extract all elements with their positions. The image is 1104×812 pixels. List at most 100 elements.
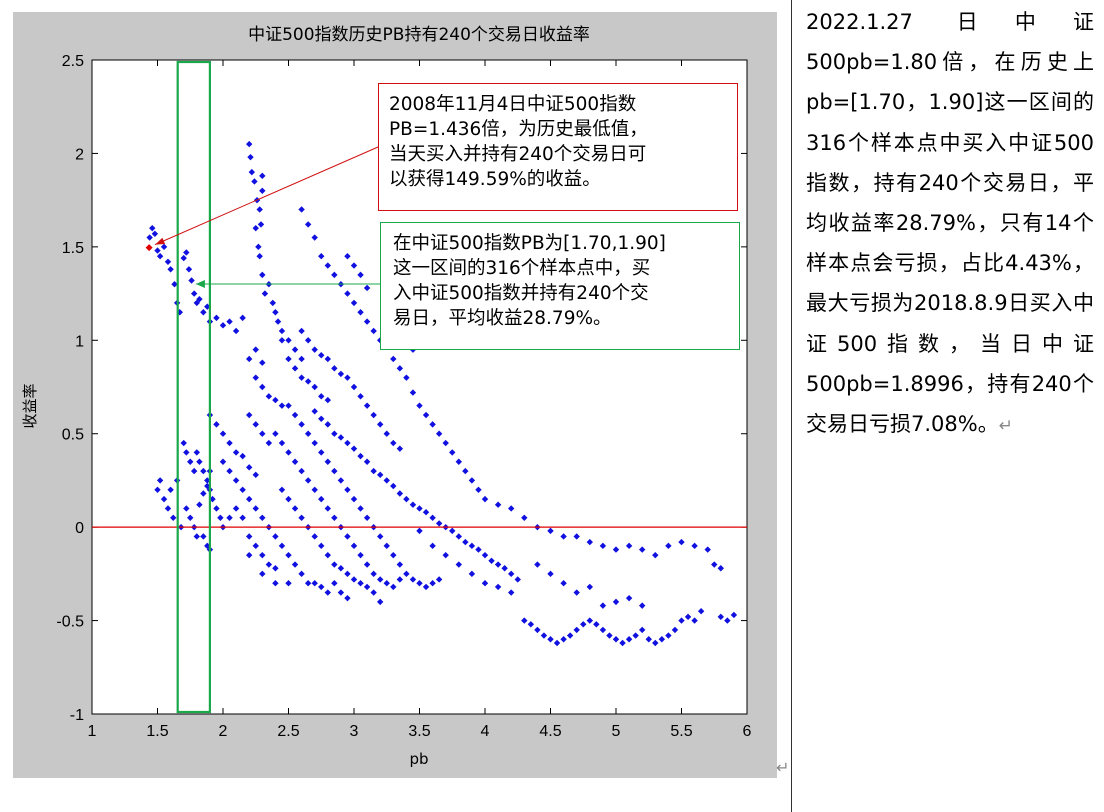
data-point	[324, 458, 331, 465]
data-point	[311, 439, 318, 447]
data-point	[187, 514, 194, 521]
data-point	[304, 378, 312, 385]
data-point	[665, 632, 672, 639]
data-point	[304, 580, 312, 587]
data-point	[259, 172, 266, 180]
data-point	[247, 153, 254, 161]
data-point	[717, 613, 724, 621]
data-point	[429, 542, 436, 550]
data-point	[291, 365, 299, 372]
data-point	[344, 374, 351, 381]
data-point	[246, 464, 253, 471]
data-point	[665, 542, 672, 550]
data-point	[311, 533, 318, 540]
data-point	[390, 355, 397, 363]
data-point	[337, 434, 345, 441]
data-point	[311, 408, 318, 415]
x-tick-label: 1	[88, 723, 97, 740]
data-point	[160, 243, 168, 251]
data-point	[350, 495, 358, 503]
data-point	[350, 262, 358, 269]
data-point	[481, 551, 489, 559]
data-point	[573, 533, 580, 540]
data-point	[311, 580, 318, 587]
data-point	[416, 505, 423, 512]
data-point	[370, 589, 377, 596]
data-point	[213, 314, 220, 322]
data-point	[265, 393, 273, 400]
data-point	[278, 337, 286, 344]
data-point	[219, 430, 227, 437]
data-point	[304, 477, 312, 484]
data-point	[272, 396, 279, 404]
data-point	[377, 421, 384, 428]
data-point	[652, 551, 659, 559]
data-point	[246, 551, 253, 559]
data-point	[259, 383, 266, 391]
data-point	[377, 471, 384, 479]
data-point	[252, 224, 259, 232]
data-point	[200, 309, 207, 316]
data-point	[455, 533, 462, 540]
data-point	[416, 527, 423, 535]
data-point	[252, 421, 259, 428]
data-point	[403, 495, 410, 503]
data-point	[213, 421, 220, 428]
data-point	[619, 639, 626, 647]
data-point	[226, 467, 233, 475]
data-point	[363, 561, 371, 568]
data-point	[272, 430, 279, 437]
data-point	[188, 277, 195, 284]
data-point	[259, 430, 266, 437]
data-point	[337, 477, 345, 484]
data-point	[363, 402, 371, 409]
data-point	[645, 636, 652, 643]
data-point	[547, 636, 554, 643]
data-point	[606, 632, 613, 639]
data-point	[318, 393, 325, 400]
data-point	[704, 546, 711, 553]
data-point	[442, 551, 449, 559]
data-point	[612, 546, 620, 553]
data-point	[251, 178, 258, 185]
data-point	[625, 594, 633, 602]
data-point	[534, 561, 541, 568]
data-point	[370, 411, 377, 419]
data-point	[449, 449, 456, 456]
data-point	[409, 501, 417, 508]
data-point	[717, 565, 724, 572]
data-point	[252, 542, 259, 550]
data-point	[377, 533, 384, 540]
data-point	[265, 439, 273, 447]
data-point	[409, 576, 417, 583]
data-point	[318, 495, 325, 503]
annotation-pb-range: 在中证500指数PB为[1.70,1.90] 这一区间的316个样本点中，买 入…	[380, 222, 740, 350]
data-point	[324, 589, 331, 596]
data-point	[154, 486, 161, 493]
data-point	[285, 551, 292, 559]
data-point	[357, 393, 364, 400]
data-point	[298, 355, 305, 363]
data-point	[164, 505, 172, 512]
data-point	[331, 365, 338, 372]
data-point	[193, 449, 200, 456]
data-point	[553, 639, 561, 647]
data-point	[363, 458, 371, 465]
data-point	[547, 570, 554, 578]
data-point	[239, 314, 246, 322]
data-point	[344, 253, 351, 260]
data-point	[213, 505, 220, 512]
y-tick-label: -0.5	[56, 614, 84, 631]
data-point	[200, 467, 207, 475]
data-point	[278, 542, 286, 550]
data-point	[697, 608, 705, 615]
data-point	[560, 636, 567, 643]
data-point	[396, 365, 404, 372]
data-point	[593, 621, 600, 628]
data-point	[331, 271, 338, 279]
x-tick-label: 6	[743, 723, 752, 740]
data-point	[324, 421, 331, 428]
data-point	[396, 490, 404, 497]
data-point	[183, 449, 190, 456]
y-axis-title: 收益率	[21, 383, 39, 428]
